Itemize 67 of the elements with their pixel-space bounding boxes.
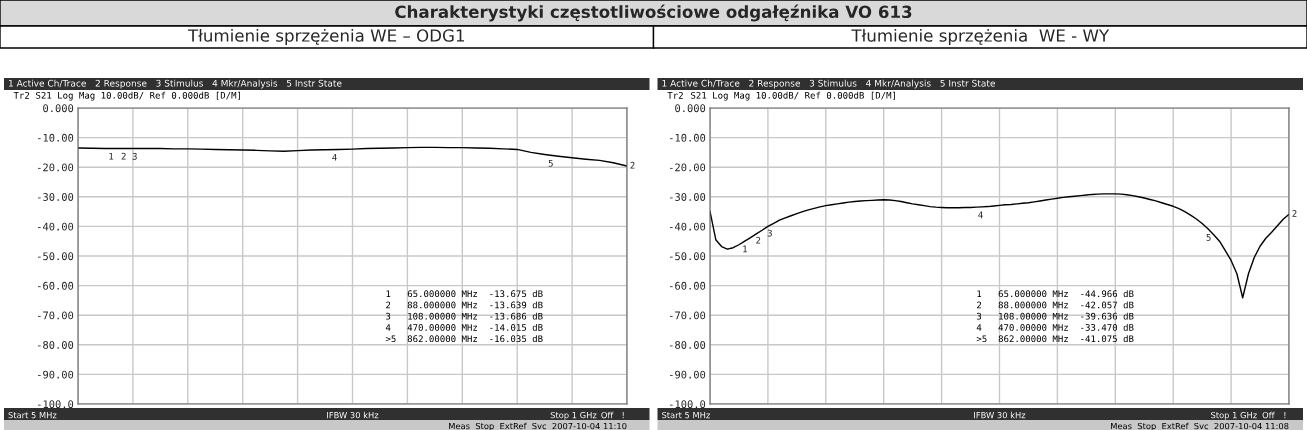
annotation: 5 [1206,234,1211,241]
annotation: 1 [743,245,747,253]
text: IFBW 30 kHz [974,411,1026,419]
y-tick-label: -70.00 [670,311,706,320]
y-tick-label: -100.0 [38,400,74,409]
annotation: 5 [548,159,553,167]
y-tick-label: -50.00 [670,252,706,261]
annotation: 3 [132,152,137,160]
annotation: 3 108.00000 MHz -13.686 dB [386,312,543,320]
y-tick-label: 0.000 [675,104,706,113]
annotation: >5 862.00000 MHz -41.075 dB [976,335,1134,343]
text: Meas Stop ExtRef Svc 2007-10-04 11:10 [449,422,627,430]
annotation: 2 88.000000 MHz -13.639 dB [386,301,543,309]
annotation: 2 88.000000 MHz -42.057 dB [977,301,1134,309]
y-tick-label: -50.00 [38,252,74,261]
text: S21 Log Mag 10.00dB/ Ref 0.000dB [D/M] [36,91,240,101]
y-tick-label: -10.00 [38,133,74,142]
text: S21 Log Mag 10.00dB/ Ref 0.000dB [D/M] [691,91,895,101]
text: Stop 1 GHz [550,411,597,420]
y-tick-label: -60.00 [38,281,74,290]
y-tick-label: -80.00 [670,341,706,349]
chart-subtitle: Tłumienie sprzężenia WE – ODG1 [187,28,464,46]
text: 2 [630,161,635,169]
text: Start 5 MHz [662,411,710,419]
y-tick-label: -20.00 [38,163,74,172]
y-tick-label: -10.00 [670,133,706,142]
annotation: 1 65.000000 MHz -13.675 dB [386,290,543,298]
text: Off [601,411,614,419]
text: 2 [1292,210,1297,217]
text: 1 Active Ch/Trace 2 Response 3 Stimulus 4 Mkr/Analysis 5 Instr State [662,79,995,89]
y-tick-label: -80.00 [38,341,74,349]
text: ! [622,412,624,419]
text: Off [1262,411,1275,419]
y-tick-label: -40.00 [38,222,74,231]
y-tick-label: -30.00 [38,193,74,201]
text: Start 5 MHz [8,411,57,419]
line-series [710,193,1289,299]
chart-title: Charakterystyki częstotliwościowe odgałęźnika VO 613 [395,4,912,22]
y-tick-label: -90.00 [38,370,74,379]
annotation: 1 65.000000 MHz -44.966 dB [977,290,1134,298]
y-tick-label: -20.00 [670,163,706,172]
annotation: 4 [332,153,337,161]
y-tick-label: -60.00 [670,281,706,290]
annotation: 4 [978,211,983,219]
y-tick-label: -90.00 [670,370,706,379]
y-tick-label: -100.0 [670,400,706,409]
line-series [78,146,627,167]
text: Tr2 [667,91,683,99]
text: Tr2 [13,91,30,99]
annotation: 4 470.00000 MHz -14.015 dB [385,323,543,331]
y-tick-label: -30.00 [670,193,706,201]
text: Stop 1 GHz [1211,411,1257,420]
text: ! [1284,412,1286,419]
y-tick-label: 0.000 [43,104,74,113]
annotation: 2 [121,152,126,160]
text: 1 Active Ch/Trace 2 Response 3 Stimulus 4 Mkr/Analysis 5 Instr State [8,79,342,89]
annotation: 1 [109,152,114,160]
annotation: 3 108.00000 MHz -39.636 dB [976,312,1134,320]
y-tick-label: -70.00 [38,311,74,320]
annotation: >5 862.00000 MHz -16.035 dB [385,335,543,343]
annotation: 2 [756,236,761,244]
annotation: 4 470.00000 MHz -33.470 dB [976,323,1134,331]
text: IFBW 30 kHz [327,411,379,419]
chart-subtitle: Tłumienie sprzężenia WE - WY [851,28,1110,46]
annotation: 3 [767,229,772,237]
y-tick-label: -40.00 [670,222,706,231]
text: Meas Stop ExtRef Svc 2007-10-04 11:08 [1111,422,1289,430]
